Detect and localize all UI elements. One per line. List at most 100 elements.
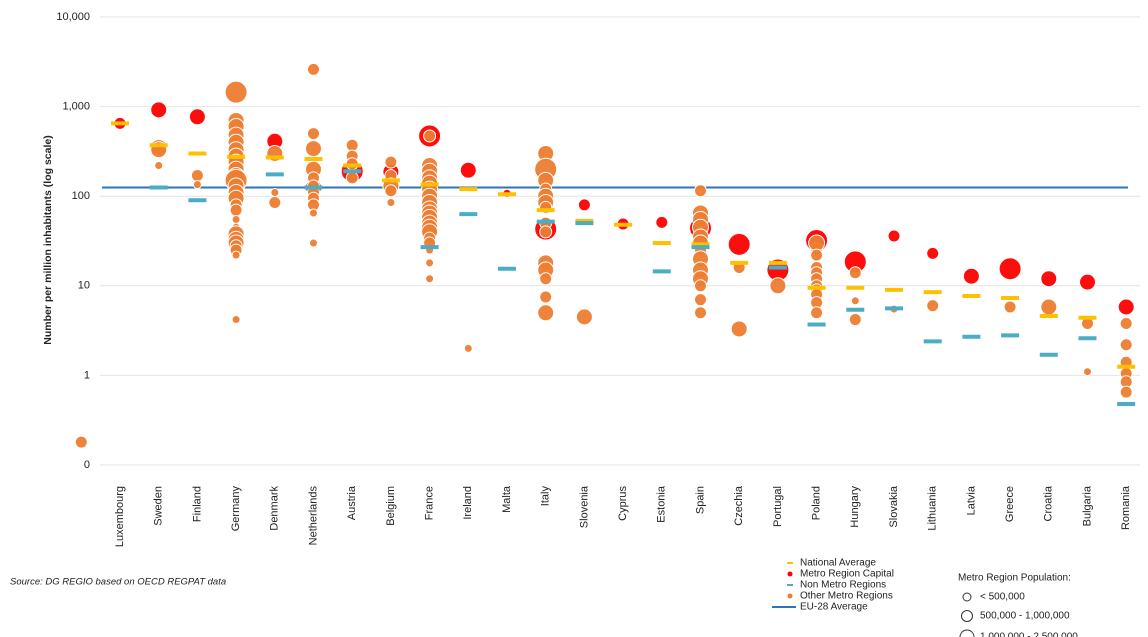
x-tick-label: Spain bbox=[694, 486, 706, 514]
bubble bbox=[730, 320, 748, 338]
legend-marker bbox=[787, 593, 793, 599]
bubble bbox=[229, 203, 243, 217]
x-tick-label: Estonia bbox=[656, 485, 668, 523]
bubble bbox=[694, 184, 707, 198]
bubble bbox=[384, 184, 398, 198]
x-tick-label: Malta bbox=[501, 485, 513, 513]
bubble bbox=[926, 299, 940, 313]
size-legend-marker bbox=[962, 592, 972, 602]
y-tick-label: 1 bbox=[84, 369, 90, 381]
bubble bbox=[655, 215, 669, 229]
bubble bbox=[850, 296, 860, 306]
bubble bbox=[345, 138, 359, 152]
bubble bbox=[1119, 338, 1133, 352]
bubble bbox=[577, 198, 591, 212]
x-tick-label: Croatia bbox=[1043, 485, 1055, 521]
size-legend-label: < 500,000 bbox=[980, 592, 1025, 603]
bubble bbox=[1003, 300, 1017, 314]
bubble bbox=[769, 277, 787, 295]
size-legend-label: 1,000,000 - 2,500,000 bbox=[980, 632, 1078, 637]
bubble bbox=[539, 225, 553, 239]
bubble bbox=[539, 272, 553, 286]
bubble bbox=[810, 306, 824, 320]
bubble bbox=[1117, 298, 1135, 316]
bubble bbox=[309, 238, 318, 248]
x-tick-label: Poland bbox=[811, 486, 823, 520]
bubble bbox=[575, 308, 593, 326]
x-tick-label: Lithuania bbox=[927, 485, 939, 531]
bubble bbox=[270, 187, 280, 197]
bubble bbox=[231, 315, 241, 325]
bubble bbox=[231, 250, 241, 260]
bubble bbox=[1119, 385, 1133, 399]
y-tick-label: 0 bbox=[84, 459, 90, 471]
y-tick-label: 10,000 bbox=[56, 11, 90, 23]
bubble bbox=[848, 313, 862, 327]
bubble bbox=[231, 214, 241, 224]
bubble bbox=[694, 279, 707, 293]
bubble bbox=[694, 306, 707, 320]
bubble bbox=[309, 208, 318, 218]
x-tick-label: Bulgaria bbox=[1081, 485, 1093, 526]
size-legend-marker bbox=[959, 629, 975, 637]
legend-label: Other Metro Regions bbox=[800, 591, 893, 602]
x-tick-label: Portugal bbox=[772, 486, 784, 527]
bubble bbox=[345, 171, 359, 185]
bubble bbox=[1119, 316, 1133, 330]
x-tick-label: Austria bbox=[346, 485, 358, 520]
bubble bbox=[848, 266, 862, 280]
bubble bbox=[962, 267, 980, 285]
x-tick-label: Greece bbox=[1004, 486, 1016, 522]
legend-label: National Average bbox=[800, 558, 876, 569]
bubble bbox=[727, 232, 751, 256]
bubble bbox=[307, 127, 320, 141]
bubble bbox=[74, 435, 88, 449]
bubble bbox=[887, 229, 901, 243]
bubble bbox=[154, 161, 164, 171]
size-legend-title: Metro Region Population: bbox=[958, 573, 1071, 584]
x-tick-label: Germany bbox=[230, 486, 242, 532]
bubble bbox=[1040, 270, 1058, 288]
bubble bbox=[268, 196, 282, 210]
legend-label: EU-28 Average bbox=[800, 602, 868, 613]
x-tick-label: Finland bbox=[191, 486, 203, 522]
y-tick-label: 1,000 bbox=[62, 101, 90, 113]
bubble bbox=[1040, 298, 1058, 316]
legend-label: Metro Region Capital bbox=[800, 569, 894, 580]
y-tick-label: 100 bbox=[72, 190, 90, 202]
y-tick-label: 10 bbox=[78, 280, 90, 292]
x-tick-label: Ireland bbox=[462, 486, 474, 520]
x-tick-label: Czechia bbox=[733, 485, 745, 526]
bubble bbox=[192, 180, 202, 190]
bubble bbox=[463, 343, 473, 353]
x-tick-label: Cyprus bbox=[617, 486, 629, 521]
bubble bbox=[459, 161, 477, 179]
bubble bbox=[1079, 273, 1096, 291]
bubble bbox=[386, 198, 396, 208]
bubble bbox=[150, 101, 168, 119]
y-axis-label: Number per million inhabitants (log scal… bbox=[42, 135, 54, 344]
x-tick-label: Belgium bbox=[385, 486, 397, 526]
x-tick-label: France bbox=[424, 486, 436, 520]
x-tick-label: Slovenia bbox=[578, 485, 590, 528]
source: Source: DG REGIO based on OECD REGPAT da… bbox=[10, 577, 226, 588]
bubble bbox=[224, 80, 248, 104]
bubble bbox=[1083, 367, 1092, 377]
bubble bbox=[694, 293, 707, 307]
bubble bbox=[425, 274, 435, 284]
x-tick-label: Luxembourg bbox=[114, 486, 126, 547]
size-legend-label: 500,000 - 1,000,000 bbox=[980, 611, 1070, 622]
bubble bbox=[537, 304, 555, 322]
bubble bbox=[384, 155, 398, 169]
x-tick-label: Denmark bbox=[269, 486, 281, 531]
bubble bbox=[539, 290, 553, 304]
x-tick-label: Romania bbox=[1120, 485, 1132, 530]
bubble bbox=[190, 169, 204, 183]
legend-label: Non Metro Regions bbox=[800, 580, 886, 591]
bubble bbox=[810, 248, 824, 262]
x-tick-label: Hungary bbox=[849, 486, 861, 528]
legend-marker bbox=[787, 571, 793, 577]
size-legend-marker bbox=[961, 610, 973, 622]
bubble bbox=[305, 140, 322, 158]
